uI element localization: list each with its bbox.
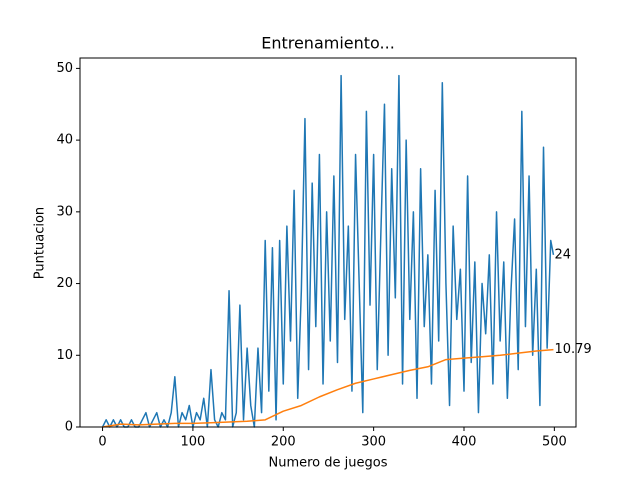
x-tick-label: 0: [98, 435, 106, 450]
end-value-label: 10.79: [554, 342, 591, 357]
x-tick-label: 200: [271, 435, 296, 450]
data-line: [102, 348, 554, 428]
x-axis-label: Numero de juegos: [269, 456, 388, 471]
chart-title: Entrenamiento...: [261, 34, 395, 53]
x-tick-label: 400: [452, 435, 477, 450]
plot-frame: [79, 57, 577, 428]
data-line: [101, 74, 555, 428]
end-value-label: 24: [554, 247, 571, 262]
y-tick-label: 10: [56, 348, 73, 363]
x-tick-label: 300: [361, 435, 386, 450]
y-axis-label: Puntuacion: [33, 207, 48, 279]
y-tick-label: 0: [65, 420, 73, 435]
y-tick-label: 20: [56, 276, 73, 291]
y-tick-label: 50: [56, 61, 73, 76]
x-tick-label: 500: [542, 435, 567, 450]
y-tick-label: 40: [56, 133, 73, 148]
y-tick-label: 30: [56, 204, 73, 219]
x-tick-label: 100: [180, 435, 205, 450]
